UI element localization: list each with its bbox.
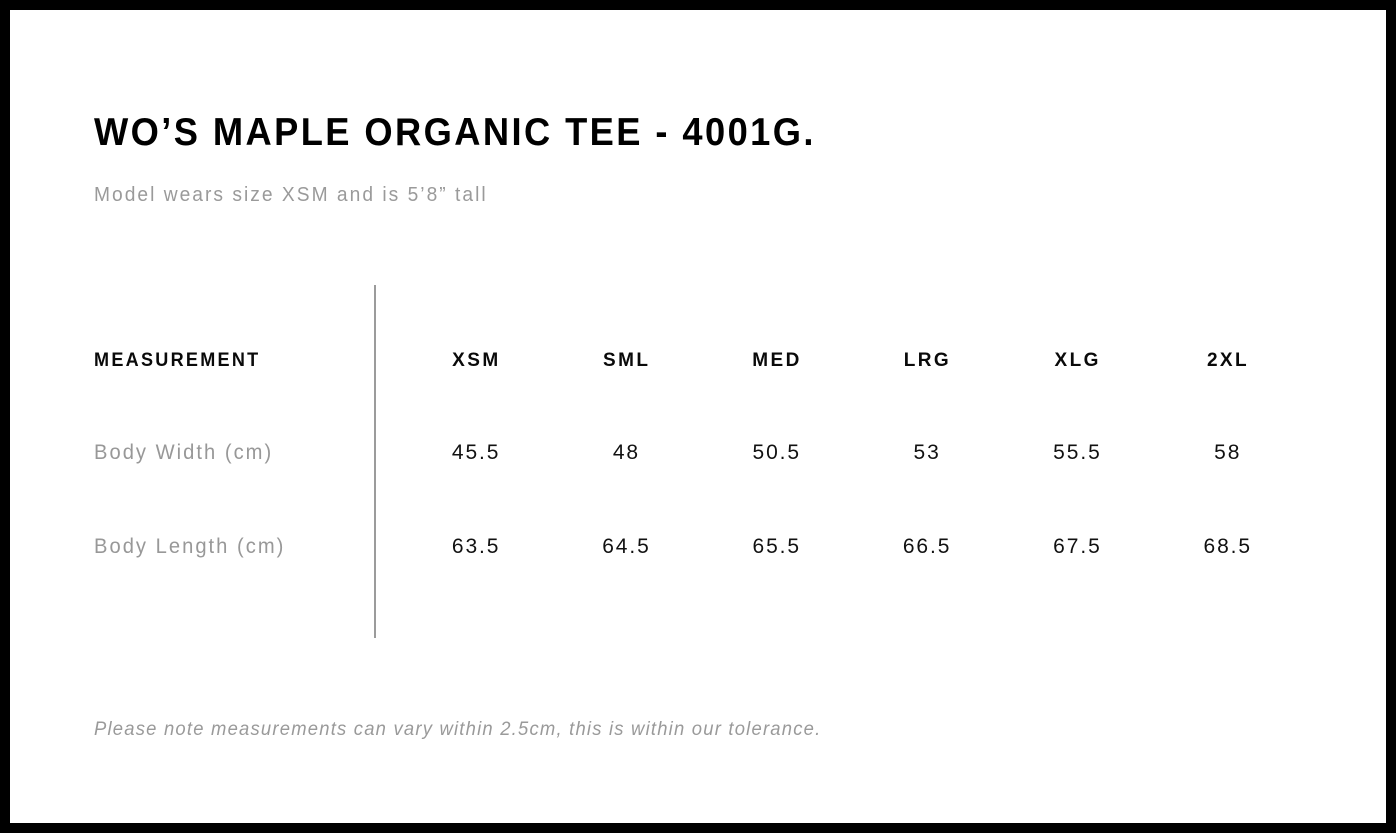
- cell-body-width-lrg: 53: [913, 441, 941, 464]
- column-header-med: MED: [752, 350, 802, 371]
- column-header-xlg: XLG: [1054, 350, 1101, 371]
- row-label-body-length: Body Length (cm): [94, 535, 286, 558]
- column-header-sml: SML: [603, 350, 651, 371]
- cell-body-width-xsm: 45.5: [451, 441, 501, 464]
- body-width-cells: 45.5 48 50.5 53 55.5 58: [400, 441, 1302, 465]
- size-chart-table: MEASUREMENT XSM SML MED LRG XLG 2XL Body…: [94, 350, 1302, 629]
- table-vertical-divider: [374, 285, 376, 638]
- cell-body-length-sml: 64.5: [602, 535, 651, 558]
- size-header-cells: XSM SML MED LRG XLG 2XL: [400, 350, 1302, 372]
- cell-body-width-xlg: 55.5: [1053, 441, 1102, 464]
- cell-body-length-xsm: 63.5: [451, 535, 501, 558]
- cell-body-length-2xl: 68.5: [1203, 535, 1252, 558]
- column-header-xsm: XSM: [452, 350, 501, 371]
- cell-body-length-lrg: 66.5: [902, 535, 952, 558]
- column-header-lrg: LRG: [903, 350, 951, 371]
- size-chart-inner: WO’S MAPLE ORGANIC TEE - 4001G. Model we…: [10, 10, 1386, 823]
- cell-body-width-med: 50.5: [752, 441, 801, 464]
- table-row: Body Width (cm) 45.5 48 50.5 53 55.5 58: [94, 441, 1302, 535]
- tolerance-footnote: Please note measurements can vary within…: [94, 719, 822, 740]
- model-info-subtitle: Model wears size XSM and is 5’8” tall: [94, 184, 488, 206]
- page-title: WO’S MAPLE ORGANIC TEE - 4001G.: [94, 111, 816, 154]
- table-header-row: MEASUREMENT XSM SML MED LRG XLG 2XL: [94, 350, 1302, 441]
- row-label-body-width: Body Width (cm): [94, 441, 274, 464]
- cell-body-width-2xl: 58: [1214, 441, 1242, 464]
- cell-body-width-sml: 48: [612, 441, 641, 464]
- cell-body-length-xlg: 67.5: [1053, 535, 1102, 558]
- table-row: Body Length (cm) 63.5 64.5 65.5 66.5 67.…: [94, 535, 1302, 629]
- column-header-2xl: 2XL: [1206, 350, 1250, 371]
- column-header-measurement: MEASUREMENT: [94, 350, 261, 371]
- body-length-cells: 63.5 64.5 65.5 66.5 67.5 68.5: [400, 535, 1302, 559]
- cell-body-length-med: 65.5: [752, 535, 801, 558]
